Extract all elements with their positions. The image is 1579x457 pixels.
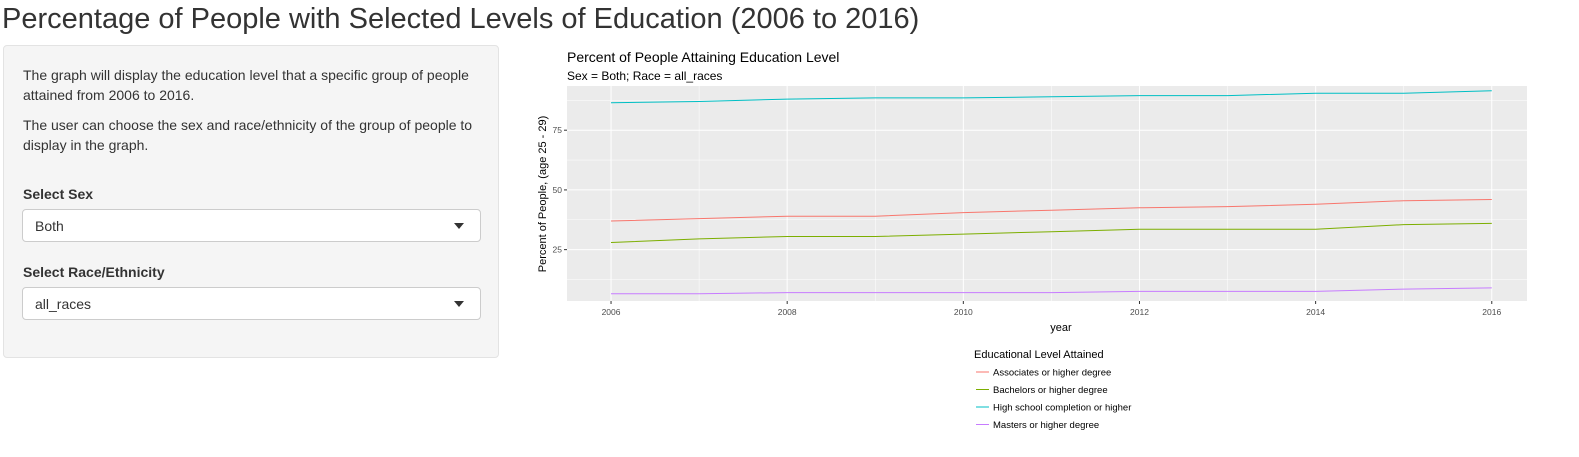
grid-minor bbox=[567, 86, 1527, 301]
x-tick-label: 2006 bbox=[602, 307, 621, 317]
x-tick-label: 2008 bbox=[778, 307, 797, 317]
sidebar-panel: The graph will display the education lev… bbox=[3, 45, 499, 358]
x-tick-label: 2014 bbox=[1306, 307, 1325, 317]
description-text-2: The user can choose the sex and race/eth… bbox=[23, 117, 473, 153]
race-select-value: all_races bbox=[35, 296, 92, 312]
chart-subtitle: Sex = Both; Race = all_races bbox=[567, 69, 722, 83]
legend-title: Educational Level Attained bbox=[974, 349, 1104, 361]
legend-label: Masters or higher degree bbox=[993, 420, 1099, 431]
chart-title: Percent of People Attaining Education Le… bbox=[567, 49, 839, 65]
axis-ticks: 2006 2008 2010 2012 2014 2016 25 50 75 bbox=[553, 125, 1502, 317]
plot-panel bbox=[567, 86, 1527, 301]
series-line bbox=[611, 287, 1492, 295]
page-title: Percentage of People with Selected Level… bbox=[2, 3, 920, 35]
x-tick-label: 2010 bbox=[954, 307, 973, 317]
y-tick-label: 75 bbox=[553, 125, 563, 135]
race-label: Select Race/Ethnicity bbox=[23, 264, 165, 280]
legend-label: Bachelors or higher degree bbox=[993, 385, 1108, 396]
series-line bbox=[610, 199, 1492, 222]
y-axis-title: Percent of People, (age 25 - 29) bbox=[537, 116, 549, 273]
race-select[interactable]: all_races bbox=[22, 287, 481, 320]
legend-label: High school completion or higher bbox=[993, 403, 1131, 414]
x-axis-title: year bbox=[1050, 322, 1072, 334]
legend: Associates or higher degree Bachelors or … bbox=[974, 364, 1131, 434]
y-tick-label: 25 bbox=[553, 245, 563, 255]
y-tick-label: 50 bbox=[553, 185, 563, 195]
chevron-down-icon bbox=[454, 301, 464, 307]
series-line bbox=[610, 222, 1492, 243]
chevron-down-icon bbox=[454, 223, 464, 229]
series-line bbox=[610, 90, 1492, 104]
description-text-1: The graph will display the education lev… bbox=[23, 67, 469, 103]
sex-select[interactable]: Both bbox=[22, 209, 481, 242]
grid-major bbox=[567, 86, 1527, 301]
legend-label: Associates or higher degree bbox=[993, 368, 1111, 379]
sex-select-value: Both bbox=[35, 218, 64, 234]
sex-label: Select Sex bbox=[23, 186, 94, 202]
education-line-chart: Percent of People Attaining Education Le… bbox=[537, 49, 1527, 434]
x-tick-label: 2012 bbox=[1130, 307, 1149, 317]
x-tick-label: 2016 bbox=[1482, 307, 1501, 317]
series-lines bbox=[610, 90, 1492, 295]
